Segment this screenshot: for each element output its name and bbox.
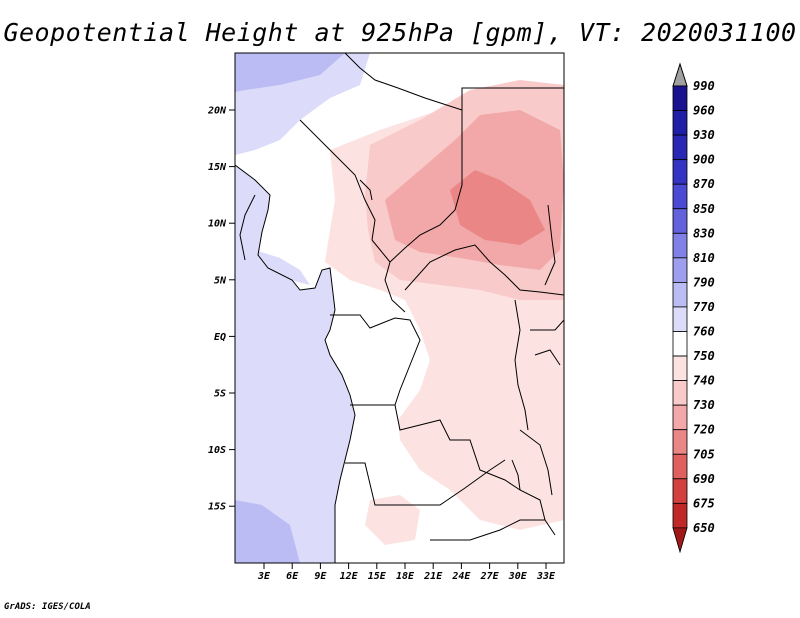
colorbar-label: 750 [693, 349, 715, 363]
border-angola-zambia [345, 459, 506, 506]
lon-tick-label: 33E [536, 571, 556, 582]
border-libya-egypt [461, 87, 564, 110]
colorbar-swatch [672, 159, 688, 185]
lon-tick-label: 6E [286, 571, 299, 582]
latitude-axis: 20N 15N 10N 5N EQ 5S 10S 15S [207, 106, 235, 513]
colorbar-swatch [672, 331, 688, 357]
colorbar-swatch [672, 478, 688, 504]
lon-tick-label: 30E [508, 571, 528, 582]
height-750-south [365, 495, 420, 545]
colorbar-swatch [672, 380, 688, 406]
lon-tick-label: 3E [257, 571, 271, 582]
colorbar-swatch [672, 208, 688, 234]
map-frame [234, 52, 565, 564]
lon-tick-label: 18E [396, 571, 415, 582]
border-angola-drc [350, 404, 546, 521]
lon-tick-label: 21E [423, 571, 443, 582]
colorbar-swatch [672, 232, 688, 259]
border-car-sudan [404, 244, 564, 296]
colorbar-bottom-arrow [672, 527, 688, 554]
country-borders [235, 53, 564, 563]
lake-malawi-outline [511, 459, 521, 491]
colorbar-top-arrow [672, 62, 688, 87]
colorbar-label: 930 [693, 128, 715, 142]
colorbar-swatch [672, 453, 688, 480]
border-ethiopia [544, 204, 556, 286]
gulf-of-guinea-tint [255, 250, 310, 285]
low-height-sw [235, 500, 300, 563]
colorbar-swatch [672, 183, 688, 210]
border-north [344, 53, 463, 211]
border-uganda-kenya [530, 319, 564, 331]
colorbar-swatch [672, 355, 688, 381]
colorbar-label: 990 [693, 79, 715, 93]
colorbar-swatch [672, 85, 688, 111]
longitude-axis: 3E 6E 9E 12E 15E 18E 21E 24E 27E 30E 33E [257, 563, 556, 582]
colorbar-swatch [672, 134, 688, 161]
lon-tick-label: 9E [314, 571, 327, 582]
colorbar-label: 650 [693, 521, 715, 535]
lat-tick-label: 15N [208, 162, 227, 173]
lat-tick-label: 20N [207, 106, 227, 117]
colorbar-label: 830 [693, 226, 715, 240]
lat-tick-label: 10N [208, 219, 227, 230]
colorbar-swatch [672, 281, 688, 308]
lake-chad-outline [359, 179, 373, 201]
lat-tick-label: EQ [214, 332, 226, 343]
lat-tick-label: 5S [214, 389, 226, 400]
grads-credit: GrADS: IGES/COLA [4, 602, 91, 612]
colorbar-label: 720 [693, 423, 715, 437]
chart-title: Geopotential Height at 925hPa [gpm], VT:… [3, 18, 797, 47]
low-height-nw [235, 53, 345, 92]
colorbar-label: 740 [693, 374, 715, 388]
border-chad-car [389, 209, 456, 263]
colorbar-label: 690 [693, 472, 715, 486]
lon-tick-label: 15E [368, 571, 387, 582]
colorbar-label: 760 [693, 325, 715, 339]
colorbar-swatch [672, 404, 688, 431]
colorbar-label: 770 [693, 300, 715, 314]
colorbar-label: 675 [693, 496, 715, 510]
colorbar-label: 810 [693, 251, 715, 265]
coastline [235, 164, 356, 563]
lon-tick-label: 27E [480, 571, 500, 582]
border-niger-nigeria [299, 119, 376, 241]
colorbar-label: 705 [693, 447, 715, 461]
colorbar-label: 870 [693, 177, 715, 191]
border-south [430, 519, 556, 541]
border-cameroon [371, 239, 406, 313]
colorbar-label: 790 [693, 275, 715, 289]
lon-tick-label: 12E [340, 571, 359, 582]
lat-tick-label: 5N [214, 275, 227, 286]
lat-tick-label: 15S [208, 502, 226, 513]
colorbar-swatch [672, 429, 688, 455]
colorbar-swatch [672, 110, 688, 136]
border-tanzania [519, 429, 553, 496]
colorbar-label: 900 [693, 153, 715, 167]
lat-tick-label: 10S [208, 445, 226, 456]
colorbar-swatch [672, 257, 688, 283]
colorbar-swatch [672, 306, 688, 332]
colorbar-label: 960 [693, 104, 715, 118]
border-great-lakes [514, 299, 529, 431]
colorbar-label: 730 [693, 398, 715, 412]
border-gabon-congo [330, 314, 421, 406]
lon-tick-label: 24E [451, 571, 471, 582]
colorbar-swatch [672, 502, 688, 529]
border-lake-victoria [534, 349, 561, 366]
border-west-coast [239, 194, 256, 261]
height-peak-area [450, 170, 545, 245]
colorbar-label: 850 [693, 202, 715, 216]
colorbar: 990 960 930 900 870 850 830 810 790 770 760 750 740 7… [672, 62, 715, 554]
